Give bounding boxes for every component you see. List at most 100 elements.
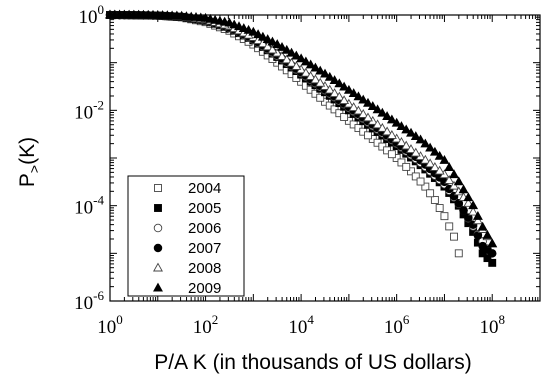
legend-marker-2009 [153, 282, 163, 292]
y-tick-label: 10-4 [74, 193, 104, 219]
data-point [316, 93, 325, 102]
data-point [449, 169, 459, 179]
data-point [257, 31, 268, 41]
data-point [339, 95, 350, 105]
data-point [315, 77, 326, 87]
y-tick-label-exp: 0 [98, 2, 105, 17]
data-point [464, 213, 473, 222]
legend-label-2005: 2005 [188, 200, 221, 217]
data-point [286, 47, 297, 57]
data-point [219, 16, 230, 26]
data-point [358, 94, 369, 104]
x-tick-label-exp: 4 [307, 312, 314, 327]
data-point [401, 124, 412, 134]
data-point [305, 71, 316, 80]
data-point [363, 112, 373, 122]
data-point [407, 167, 415, 176]
data-point [310, 74, 321, 84]
data-point [401, 140, 412, 150]
data-point [311, 89, 320, 98]
data-point [410, 147, 421, 157]
data-point [324, 84, 335, 94]
y-tick-label: 10-6 [74, 288, 104, 314]
x-tick-label-base: 10 [193, 317, 212, 338]
data-point [377, 122, 388, 132]
x-tick-label-exp: 6 [403, 312, 410, 327]
x-tick-label-base: 10 [288, 317, 307, 338]
data-point [124, 9, 135, 19]
data-point [267, 44, 278, 54]
legend-marker-2008 [153, 262, 163, 272]
data-point [353, 105, 364, 115]
legend-label-2008: 2008 [188, 260, 221, 277]
y-tick-label-exp: -2 [93, 97, 104, 112]
data-point [372, 104, 383, 114]
data-point [372, 119, 383, 129]
x-tick-label: 106 [384, 312, 410, 338]
legend-box [127, 175, 245, 297]
data-point [458, 184, 469, 194]
y-tick-label-exp: -4 [93, 193, 104, 208]
x-tick-label: 104 [288, 312, 314, 338]
data-point [429, 162, 440, 171]
data-point [267, 36, 278, 46]
data-point [420, 154, 431, 164]
y-tick-label-base: 10 [79, 7, 98, 28]
x-tick-label-base: 10 [384, 317, 403, 338]
data-point [420, 138, 431, 148]
legend-label-2009: 2009 [188, 280, 221, 297]
data-point [473, 231, 483, 240]
data-point [459, 206, 468, 215]
data-point [339, 81, 350, 91]
data-point [353, 91, 364, 101]
data-point [262, 41, 273, 51]
data-point [453, 176, 464, 186]
y-tick-label-exp: -6 [93, 288, 104, 303]
data-point [402, 162, 411, 171]
data-point [315, 65, 326, 75]
data-point [300, 56, 311, 66]
legend-label-2007: 2007 [188, 240, 221, 257]
data-point [411, 172, 420, 181]
x-tick-label: 100 [97, 312, 123, 338]
data-point [348, 102, 359, 112]
data-point [454, 199, 464, 208]
legend-marker-2006 [153, 223, 163, 233]
data-point [477, 221, 488, 231]
data-point [253, 29, 264, 39]
data-point [238, 23, 249, 32]
data-point [277, 41, 287, 51]
data-point [468, 206, 479, 216]
data-point [410, 131, 421, 141]
y-tick-label: 100 [79, 2, 105, 28]
x-tick-label: 108 [479, 312, 505, 338]
y-tick-label-base: 10 [74, 102, 93, 123]
y-axis-title-tail: (K) [16, 137, 39, 165]
data-point [329, 75, 340, 85]
data-point [445, 222, 454, 231]
data-point [300, 67, 311, 77]
data-point [301, 81, 310, 90]
data-point [340, 113, 349, 121]
data-point [397, 158, 406, 167]
legend-label-2004: 2004 [188, 180, 221, 197]
data-point [281, 44, 292, 54]
data-point [334, 78, 345, 88]
data-point [262, 34, 273, 44]
data-point [472, 215, 483, 225]
legend-marker-2007 [153, 243, 163, 253]
data-point [329, 88, 340, 98]
data-point [406, 127, 416, 137]
legend-label-2006: 2006 [188, 220, 221, 237]
data-point [468, 200, 479, 210]
y-axis-title-sub: > [26, 165, 42, 173]
data-point [426, 189, 435, 198]
data-point [421, 182, 430, 191]
data-point [334, 91, 345, 101]
data-point [364, 131, 372, 140]
series-2009 [105, 9, 498, 248]
data-point [281, 54, 292, 64]
data-point [487, 238, 498, 248]
data-point [454, 249, 463, 258]
